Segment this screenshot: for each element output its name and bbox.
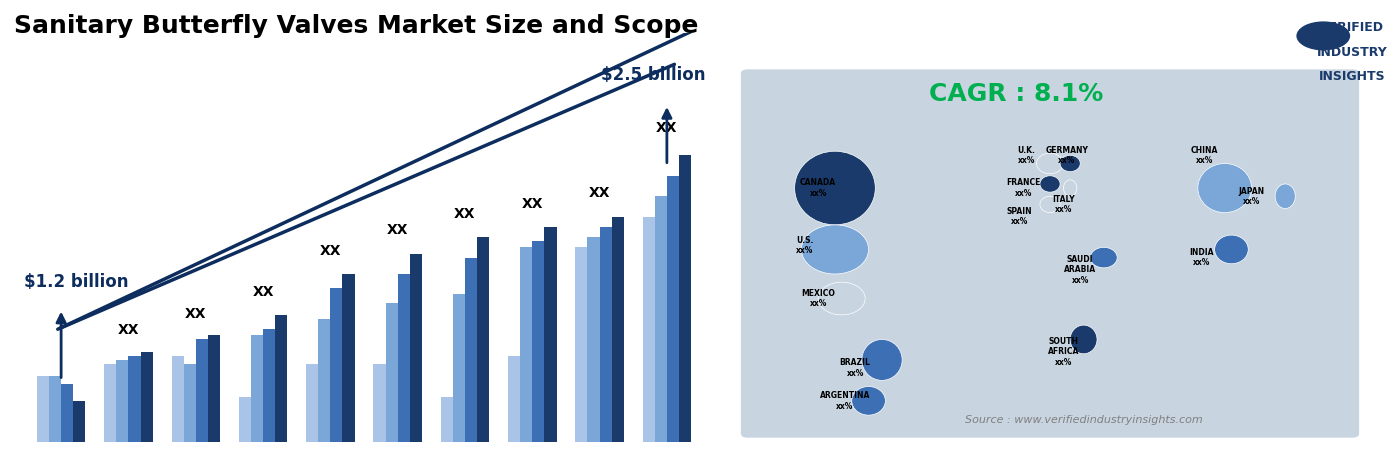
- Bar: [575, 247, 588, 442]
- Bar: [521, 247, 532, 442]
- Bar: [116, 360, 129, 442]
- Text: SAUDI
ARABIA
xx%: SAUDI ARABIA xx%: [1064, 255, 1096, 285]
- Text: Source : www.verifiedindustryinsights.com: Source : www.verifiedindustryinsights.co…: [965, 415, 1203, 425]
- Text: CAGR : 8.1%: CAGR : 8.1%: [930, 82, 1103, 106]
- Bar: [441, 397, 452, 442]
- Text: MEXICO
xx%: MEXICO xx%: [801, 289, 834, 308]
- Bar: [679, 155, 692, 442]
- Text: XX: XX: [252, 285, 274, 299]
- Text: XX: XX: [589, 186, 610, 200]
- Bar: [643, 217, 655, 442]
- Bar: [398, 274, 410, 442]
- Text: CANADA
xx%: CANADA xx%: [799, 179, 836, 198]
- Bar: [599, 227, 612, 442]
- Text: $1.2 billion: $1.2 billion: [24, 273, 129, 291]
- Text: INDUSTRY: INDUSTRY: [1317, 46, 1387, 59]
- Bar: [330, 288, 343, 442]
- Bar: [104, 364, 116, 442]
- Bar: [318, 319, 330, 442]
- Bar: [207, 335, 220, 442]
- Bar: [655, 196, 666, 442]
- Bar: [49, 376, 62, 442]
- Bar: [465, 258, 477, 442]
- Ellipse shape: [1215, 235, 1249, 264]
- Bar: [385, 303, 398, 442]
- Bar: [374, 364, 385, 442]
- Ellipse shape: [795, 151, 875, 225]
- Bar: [545, 227, 557, 442]
- Ellipse shape: [862, 339, 902, 380]
- Bar: [196, 339, 207, 442]
- Ellipse shape: [1198, 164, 1252, 213]
- Text: XX: XX: [386, 223, 409, 237]
- Text: INSIGHTS: INSIGHTS: [1319, 70, 1386, 83]
- Ellipse shape: [1060, 155, 1081, 172]
- Text: U.S.
xx%: U.S. xx%: [797, 236, 813, 255]
- Text: XX: XX: [522, 197, 543, 211]
- Bar: [129, 356, 140, 442]
- Text: SPAIN
xx%: SPAIN xx%: [1007, 207, 1033, 226]
- Bar: [183, 364, 196, 442]
- Text: XX: XX: [185, 307, 206, 321]
- Bar: [666, 176, 679, 442]
- Text: XX: XX: [319, 244, 342, 258]
- Bar: [307, 364, 318, 442]
- Bar: [251, 335, 263, 442]
- Ellipse shape: [1040, 176, 1060, 192]
- Bar: [172, 356, 183, 442]
- Bar: [276, 315, 287, 442]
- Ellipse shape: [1091, 247, 1117, 268]
- Ellipse shape: [1275, 184, 1295, 208]
- Text: XX: XX: [454, 207, 476, 221]
- Bar: [239, 397, 251, 442]
- Text: XX: XX: [657, 121, 678, 135]
- Ellipse shape: [801, 225, 868, 274]
- Ellipse shape: [851, 386, 885, 415]
- Text: VERIFIED: VERIFIED: [1320, 21, 1385, 34]
- Bar: [477, 237, 489, 442]
- Ellipse shape: [1040, 196, 1060, 213]
- Text: ARGENTINA
xx%: ARGENTINA xx%: [820, 391, 871, 411]
- Ellipse shape: [1036, 153, 1064, 174]
- Text: $2.5 billion: $2.5 billion: [601, 66, 706, 84]
- Ellipse shape: [818, 282, 865, 315]
- Circle shape: [1296, 21, 1350, 50]
- Bar: [612, 217, 624, 442]
- Text: ITALY
xx%: ITALY xx%: [1053, 195, 1075, 214]
- Text: BRAZIL
xx%: BRAZIL xx%: [840, 359, 871, 378]
- Text: U.K.
xx%: U.K. xx%: [1018, 146, 1036, 165]
- Bar: [588, 237, 599, 442]
- Bar: [452, 294, 465, 442]
- Ellipse shape: [1064, 180, 1077, 196]
- Text: GERMANY
xx%: GERMANY xx%: [1046, 146, 1088, 165]
- Bar: [508, 356, 521, 442]
- Text: SOUTH
AFRICA
xx%: SOUTH AFRICA xx%: [1047, 337, 1079, 366]
- Bar: [140, 352, 153, 442]
- Text: XX: XX: [118, 323, 139, 338]
- Bar: [73, 401, 85, 442]
- Text: CHINA
xx%: CHINA xx%: [1191, 146, 1218, 165]
- FancyBboxPatch shape: [741, 69, 1359, 438]
- Text: INDIA
xx%: INDIA xx%: [1189, 248, 1214, 267]
- Text: FRANCE
xx%: FRANCE xx%: [1007, 179, 1040, 198]
- Bar: [532, 241, 545, 442]
- Ellipse shape: [1070, 325, 1098, 354]
- Bar: [410, 253, 421, 442]
- Bar: [263, 329, 276, 442]
- Bar: [62, 385, 73, 442]
- Text: JAPAN
xx%: JAPAN xx%: [1239, 186, 1264, 206]
- Bar: [36, 376, 49, 442]
- Bar: [343, 274, 354, 442]
- Text: Sanitary Butterfly Valves Market Size and Scope: Sanitary Butterfly Valves Market Size an…: [14, 14, 699, 38]
